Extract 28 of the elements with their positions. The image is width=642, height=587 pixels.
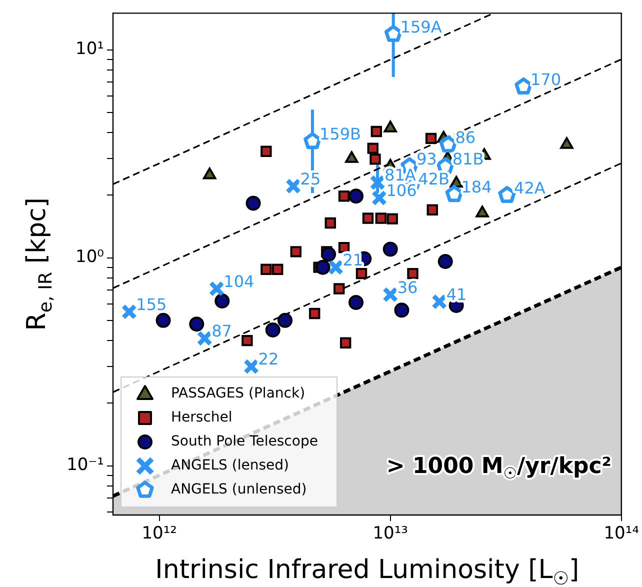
x-axis-title: Intrinsic Infrared Luminosity [L☉] <box>155 555 580 587</box>
y-tick-label: 10⁰ <box>76 247 104 268</box>
annotation: > 1000 M☉/yr/kpc² <box>386 454 612 482</box>
legend-label: Herschel <box>171 410 232 426</box>
legend-label: South Pole Telescope <box>171 434 318 450</box>
legend-label: PASSAGES (Planck) <box>171 386 306 402</box>
annotation: 41 <box>446 284 467 304</box>
annotation: 159B <box>319 124 361 144</box>
annotation: 36 <box>397 278 418 297</box>
x-tick-label: 10¹³ <box>372 524 408 544</box>
x-tick-label: 10¹² <box>142 524 177 544</box>
legend-label: ANGELS (unlensed) <box>171 482 307 498</box>
y-axis-title: Re, IR [kpc] <box>22 197 56 331</box>
annotation: 184 <box>461 177 492 196</box>
y-tick-label: 10¹ <box>76 39 104 60</box>
legend-label: ANGELS (lensed) <box>171 458 289 474</box>
x-tick-label: 10¹⁴ <box>604 524 640 544</box>
y-tick-label: 10⁻¹ <box>66 455 104 476</box>
annotation: 170 <box>530 70 562 89</box>
annotation: 104 <box>224 272 254 291</box>
annotation: 159A <box>400 17 442 36</box>
annotation: 155 <box>136 294 167 314</box>
annotation: 22 <box>258 350 279 369</box>
annotation: 87 <box>212 322 232 340</box>
annotation: 93 <box>416 150 437 169</box>
annotation: 42A <box>514 178 546 198</box>
annotation: 86 <box>455 128 476 147</box>
annotation: 42B <box>418 169 450 188</box>
